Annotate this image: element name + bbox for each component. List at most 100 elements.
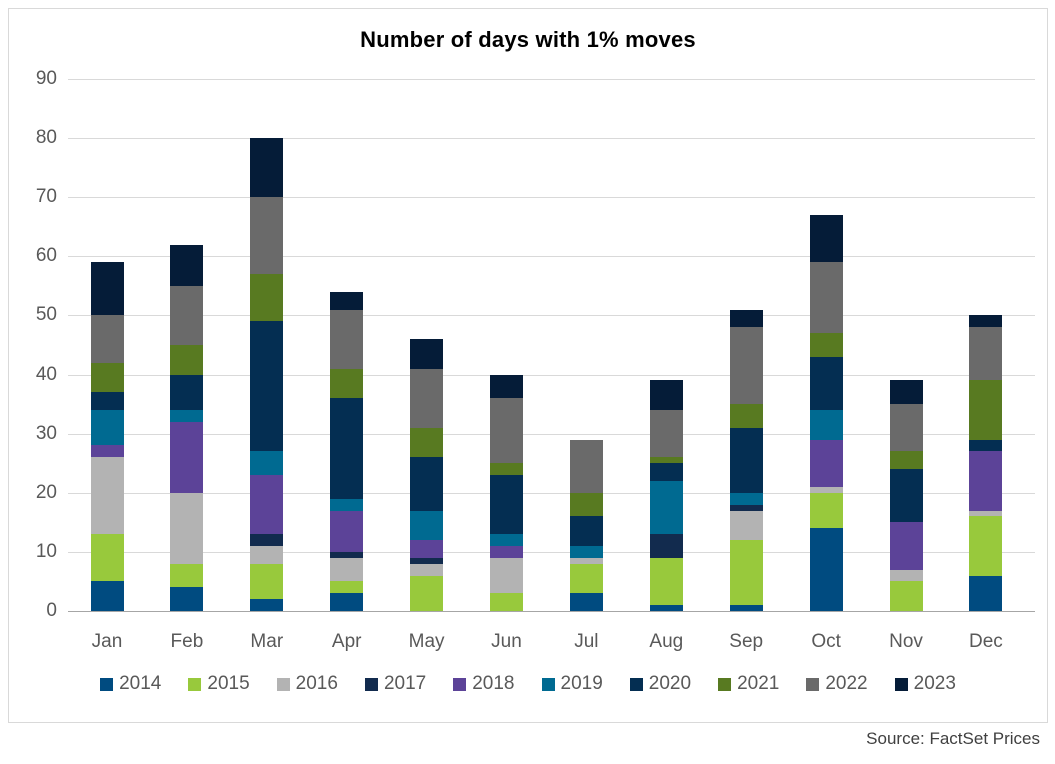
bar-segment-jul-2015 [569, 563, 603, 594]
bar-segment-jun-2021 [490, 463, 523, 476]
bar-segment-nov-2015 [889, 581, 923, 611]
bar-segment-oct-2022 [809, 262, 843, 334]
legend-swatch-icon [541, 677, 555, 691]
legend-item-2018: 2018 [453, 673, 515, 695]
bar-segment-jul-2019 [569, 545, 603, 558]
legend-label: 2015 [207, 673, 250, 694]
bar-segment-nov-2023 [889, 380, 923, 405]
bar-segment-sep-2020 [729, 427, 763, 493]
bar-segment-mar-2023 [250, 138, 284, 198]
y-axis-tick-label: 60 [35, 245, 57, 267]
legend-item-2021: 2021 [718, 673, 779, 695]
bar-segment-feb-2015 [170, 563, 204, 588]
bar-segment-oct-2019 [809, 410, 843, 440]
x-axis-label-jan: Jan [91, 631, 123, 652]
bar-segment-mar-2017 [250, 534, 284, 546]
bar-segment-may-2017 [410, 557, 444, 564]
y-axis-tick-label: 70 [35, 186, 57, 208]
bar-segment-may-2020 [410, 457, 444, 511]
bar-segment-oct-2016 [809, 486, 843, 493]
bar-dec [969, 315, 1003, 611]
bar-segment-nov-2018 [889, 522, 923, 570]
bar-segment-jan-2022 [90, 315, 124, 363]
legend-swatch-icon [629, 677, 643, 691]
bar-segment-sep-2022 [729, 327, 763, 405]
bar-segment-mar-2018 [250, 475, 284, 535]
bar-segment-jul-2014 [569, 593, 603, 611]
bar-segment-dec-2020 [969, 439, 1003, 452]
y-axis-tick-label: 10 [35, 540, 57, 562]
x-axis-label-may: May [408, 631, 445, 652]
bar-segment-sep-2019 [729, 492, 763, 505]
bar-jan [90, 262, 124, 611]
legend-label: 2020 [648, 673, 692, 694]
legend-label: 2022 [825, 673, 868, 694]
gridline-10 [68, 551, 1035, 553]
bar-segment-may-2022 [410, 368, 444, 428]
bar-segment-sep-2021 [729, 404, 763, 428]
bar-segment-feb-2014 [170, 587, 204, 611]
legend-swatch-icon [100, 677, 114, 691]
y-axis-tick-label: 50 [35, 304, 57, 326]
bar-segment-mar-2022 [250, 197, 284, 275]
bar-segment-jul-2016 [569, 557, 603, 564]
gridline-0 [68, 611, 1035, 612]
bar-segment-dec-2021 [969, 380, 1003, 440]
bar-segment-jun-2022 [490, 398, 523, 464]
bar-segment-jan-2018 [90, 445, 124, 458]
bar-segment-may-2023 [410, 339, 444, 369]
bar-segment-jun-2019 [490, 534, 523, 546]
bar-segment-feb-2022 [170, 285, 204, 345]
bar-segment-apr-2019 [330, 498, 364, 511]
legend-item-2022: 2022 [806, 673, 868, 695]
legend-label: 2017 [383, 673, 427, 694]
gridline-20 [68, 492, 1035, 494]
legend-item-2015: 2015 [188, 673, 250, 695]
bar-segment-oct-2015 [809, 492, 843, 529]
bar-feb [170, 244, 204, 611]
bar-segment-apr-2023 [330, 291, 364, 310]
x-axis-label-dec: Dec [968, 631, 1003, 652]
bar-segment-nov-2022 [889, 404, 923, 452]
bar-segment-may-2021 [410, 427, 444, 458]
bar-segment-apr-2018 [330, 510, 364, 552]
y-axis-tick-label: 0 [46, 600, 57, 621]
legend-item-2016: 2016 [276, 673, 338, 695]
bar-jul [569, 439, 603, 611]
x-axis-label-jun: Jun [491, 631, 522, 652]
y-axis-tick-label: 40 [35, 363, 57, 385]
bar-segment-mar-2021 [250, 274, 284, 322]
legend-swatch-icon [718, 677, 732, 691]
bar-segment-jun-2015 [490, 593, 523, 611]
bar-segment-mar-2015 [250, 563, 284, 600]
bar-segment-jun-2016 [490, 557, 523, 594]
y-axis-tick-label: 80 [35, 127, 57, 149]
bar-segment-oct-2021 [809, 333, 843, 357]
chart-title: Number of days with 1% moves [360, 27, 696, 52]
chart-container: Number of days with 1% moves 2014 2015 201… [8, 8, 1048, 723]
legend-swatch-icon [276, 677, 290, 691]
legend-item-2017: 2017 [364, 673, 427, 695]
bar-segment-may-2016 [410, 563, 444, 576]
bar-segment-feb-2019 [170, 410, 204, 422]
bar-segment-aug-2014 [649, 605, 683, 611]
bar-segment-nov-2020 [889, 469, 923, 523]
gridline-30 [68, 433, 1035, 435]
bar-segment-jan-2014 [90, 581, 124, 611]
bar-segment-aug-2017 [649, 534, 683, 558]
x-axis-label-feb: Feb [170, 631, 204, 652]
bar-segment-jan-2020 [90, 392, 124, 411]
bar-segment-jan-2019 [90, 410, 124, 446]
bar-oct [809, 214, 843, 611]
bar-segment-dec-2016 [969, 510, 1003, 517]
bar-segment-aug-2021 [649, 457, 683, 464]
bar-segment-oct-2018 [809, 439, 843, 487]
bar-segment-nov-2021 [889, 451, 923, 470]
bar-segment-aug-2022 [649, 410, 683, 458]
legend-item-2020: 2020 [629, 673, 692, 695]
bar-segment-feb-2018 [170, 421, 204, 493]
x-axis-label-apr: Apr [331, 631, 362, 652]
bar-segment-apr-2015 [330, 581, 364, 594]
x-axis-label-oct: Oct [811, 631, 841, 652]
